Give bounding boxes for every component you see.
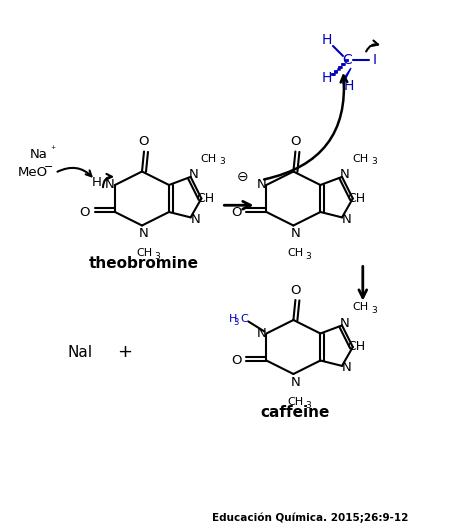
Text: C: C — [240, 315, 248, 324]
Text: ⁺: ⁺ — [50, 145, 55, 155]
Text: CH: CH — [352, 154, 368, 164]
Text: 3: 3 — [233, 318, 239, 327]
Text: CH: CH — [287, 249, 303, 259]
Text: 3: 3 — [305, 252, 311, 261]
Text: CH: CH — [352, 303, 368, 313]
Text: ⊖: ⊖ — [237, 170, 248, 184]
Text: Na: Na — [30, 149, 48, 161]
Text: MeO: MeO — [18, 166, 48, 178]
Text: N: N — [340, 168, 350, 181]
Text: CH: CH — [196, 192, 214, 205]
Text: N: N — [342, 213, 352, 226]
Text: O: O — [80, 205, 90, 218]
Text: N: N — [340, 317, 350, 330]
Text: 3: 3 — [371, 306, 377, 315]
Text: N: N — [256, 327, 266, 340]
Text: N: N — [256, 178, 266, 191]
Text: H: H — [322, 33, 332, 47]
Text: I: I — [373, 53, 377, 67]
Text: Educación Química. 2015;26:9-12: Educación Química. 2015;26:9-12 — [212, 513, 408, 523]
Text: N: N — [189, 168, 199, 181]
Text: N: N — [105, 178, 115, 191]
Text: O: O — [290, 135, 301, 148]
Text: N: N — [139, 227, 149, 240]
Text: N: N — [191, 213, 201, 226]
Text: theobromine: theobromine — [89, 257, 199, 271]
Text: N: N — [342, 361, 352, 375]
Text: caffeine: caffeine — [260, 405, 329, 420]
Text: +: + — [118, 343, 133, 361]
Text: H: H — [322, 71, 332, 85]
Text: 3: 3 — [154, 252, 160, 261]
Text: CH: CH — [136, 249, 152, 259]
Text: C: C — [342, 53, 352, 67]
Text: CH: CH — [348, 341, 366, 353]
Text: 3: 3 — [219, 158, 225, 167]
Polygon shape — [343, 68, 351, 84]
Text: H: H — [228, 315, 237, 324]
Text: NaI: NaI — [67, 345, 92, 360]
Text: O: O — [231, 205, 242, 218]
Text: N: N — [291, 227, 300, 240]
Text: N: N — [291, 376, 300, 388]
Text: 3: 3 — [305, 400, 311, 409]
Text: CH: CH — [201, 154, 217, 164]
Text: H: H — [92, 177, 102, 189]
Text: 3: 3 — [371, 158, 377, 167]
Text: H: H — [344, 79, 354, 93]
Text: CH: CH — [287, 397, 303, 407]
Text: CH: CH — [348, 192, 366, 205]
Text: O: O — [290, 284, 301, 296]
Text: O: O — [139, 135, 149, 148]
Text: −: − — [44, 162, 54, 172]
Text: O: O — [231, 354, 242, 367]
